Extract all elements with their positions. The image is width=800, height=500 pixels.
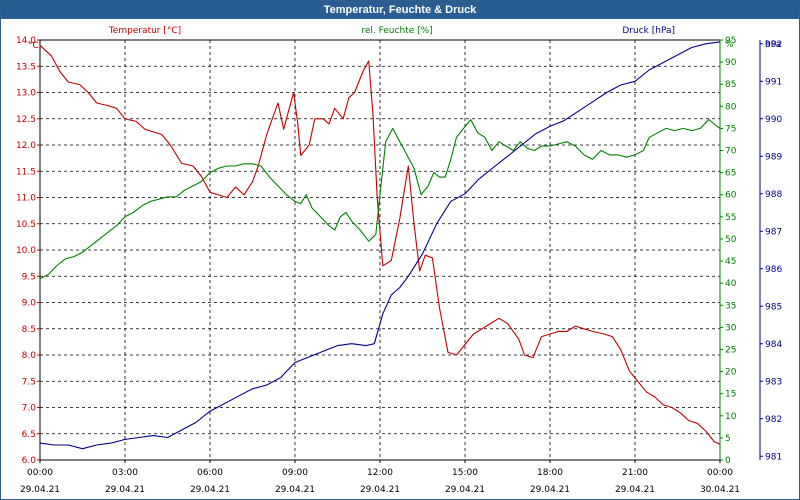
- legend-entry: rel. Feuchte [%]: [361, 26, 432, 36]
- humidity-tick-label: 15: [725, 390, 736, 400]
- pressure-tick-label: 989: [765, 152, 782, 162]
- temperature-tick-label: 12.5: [16, 115, 36, 125]
- humidity-tick-label: 90: [725, 58, 737, 68]
- humidity-tick-label: 30: [725, 323, 737, 333]
- date-tick-label: 29.04.21: [190, 485, 230, 495]
- date-tick-label: 29.04.21: [445, 485, 485, 495]
- pressure-tick-label: 984: [765, 340, 782, 350]
- temperature-tick-label: 11.0: [16, 194, 36, 204]
- temperature-tick-label: 7.0: [22, 404, 37, 414]
- legend-entry: Temperatur [°C]: [108, 26, 181, 36]
- humidity-tick-label: 70: [725, 147, 737, 157]
- temperature-tick-label: 14.0: [16, 36, 36, 46]
- humidity-tick-label: 10: [725, 412, 737, 422]
- humidity-series-line: [39, 119, 721, 280]
- humidity-tick-label: 45: [725, 257, 736, 267]
- humidity-axis: 0 5 10 15 20 25 30 35 40 45 50 55 60 65 70 75 80 85 90 95%: [719, 36, 737, 466]
- humidity-tick-label: 40: [725, 279, 737, 289]
- legend-entry: Druck [hPa]: [622, 26, 675, 36]
- date-tick-label: 29.04.21: [615, 485, 655, 495]
- time-tick-label: 12:00: [367, 468, 393, 478]
- pressure-tick-label: 982: [765, 415, 782, 425]
- humidity-unit-label: %: [725, 40, 734, 50]
- temperature-tick-label: 11.5: [16, 167, 36, 177]
- humidity-tick-label: 80: [725, 102, 737, 112]
- temperature-tick-label: 6.5: [22, 430, 36, 440]
- pressure-tick-label: 988: [765, 190, 782, 200]
- date-tick-label: 29.04.21: [360, 485, 400, 495]
- legend: Temperatur [°C] rel. Feuchte [%] Druck [hP…: [108, 26, 675, 36]
- date-tick-label: 30.04.21: [700, 485, 740, 495]
- grid: [39, 39, 721, 461]
- temperature-tick-label: 9.5: [22, 272, 36, 282]
- time-tick-label: 00:00: [707, 468, 733, 478]
- temperature-unit-label: °C: [28, 41, 39, 51]
- time-tick-label: 03:00: [112, 468, 138, 478]
- time-axis: 00:00 29.04.21 03:00 29.04.21 06:00 29.04.21 0…: [20, 460, 740, 495]
- humidity-tick-label: 5: [725, 434, 731, 444]
- temperature-tick-label: 13.5: [16, 62, 36, 72]
- date-tick-label: 29.04.21: [530, 485, 570, 495]
- humidity-tick-label: 75: [725, 124, 736, 134]
- humidity-tick-label: 60: [725, 191, 737, 201]
- humidity-tick-label: 50: [725, 235, 737, 245]
- temperature-axis: 6.0 6.5 7.0 7.5 8.0 8.5 9.0 9.5 10.0 10.5 11.0 11.5…: [16, 36, 40, 466]
- series-lines: [39, 41, 721, 450]
- pressure-series-line: [39, 41, 721, 450]
- pressure-tick-label: 990: [765, 115, 782, 125]
- time-tick-label: 00:00: [27, 468, 53, 478]
- time-tick-label: 21:00: [622, 468, 648, 478]
- time-tick-label: 09:00: [282, 468, 308, 478]
- humidity-tick-label: 85: [725, 80, 736, 90]
- humidity-tick-label: 20: [725, 368, 737, 378]
- pressure-tick-label: 992: [765, 40, 782, 50]
- time-tick-label: 18:00: [537, 468, 563, 478]
- humidity-tick-label: 55: [725, 213, 736, 223]
- temperature-tick-label: 10.5: [16, 220, 36, 230]
- pressure-tick-label: 987: [765, 227, 782, 237]
- pressure-tick-label: 985: [765, 302, 782, 312]
- time-tick-label: 06:00: [197, 468, 223, 478]
- temperature-tick-label: 10.0: [16, 246, 36, 256]
- temperature-tick-label: 8.0: [22, 351, 37, 361]
- pressure-tick-label: 986: [765, 265, 782, 275]
- humidity-tick-label: 95: [725, 36, 736, 46]
- date-tick-label: 29.04.21: [105, 485, 145, 495]
- pressure-tick-label: 983: [765, 377, 782, 387]
- chart-title: Temperatur, Feuchte & Druck: [1, 1, 799, 19]
- temperature-tick-label: 13.0: [16, 89, 36, 99]
- temperature-tick-label: 8.5: [22, 325, 36, 335]
- date-tick-label: 29.04.21: [20, 485, 60, 495]
- temperature-tick-label: 9.0: [22, 299, 37, 309]
- humidity-tick-label: 35: [725, 301, 736, 311]
- temperature-tick-label: 12.0: [16, 141, 36, 151]
- humidity-tick-label: 0: [725, 456, 731, 466]
- temperature-series-line: [39, 44, 721, 445]
- temperature-tick-label: 7.5: [22, 377, 36, 387]
- pressure-tick-label: 981: [765, 452, 782, 462]
- pressure-tick-label: 991: [765, 77, 782, 87]
- time-tick-label: 15:00: [452, 468, 478, 478]
- date-tick-label: 29.04.21: [275, 485, 315, 495]
- pressure-unit-label: hPa: [765, 40, 781, 50]
- temperature-tick-label: 6.0: [22, 456, 37, 466]
- humidity-tick-label: 65: [725, 169, 736, 179]
- humidity-tick-label: 25: [725, 345, 736, 355]
